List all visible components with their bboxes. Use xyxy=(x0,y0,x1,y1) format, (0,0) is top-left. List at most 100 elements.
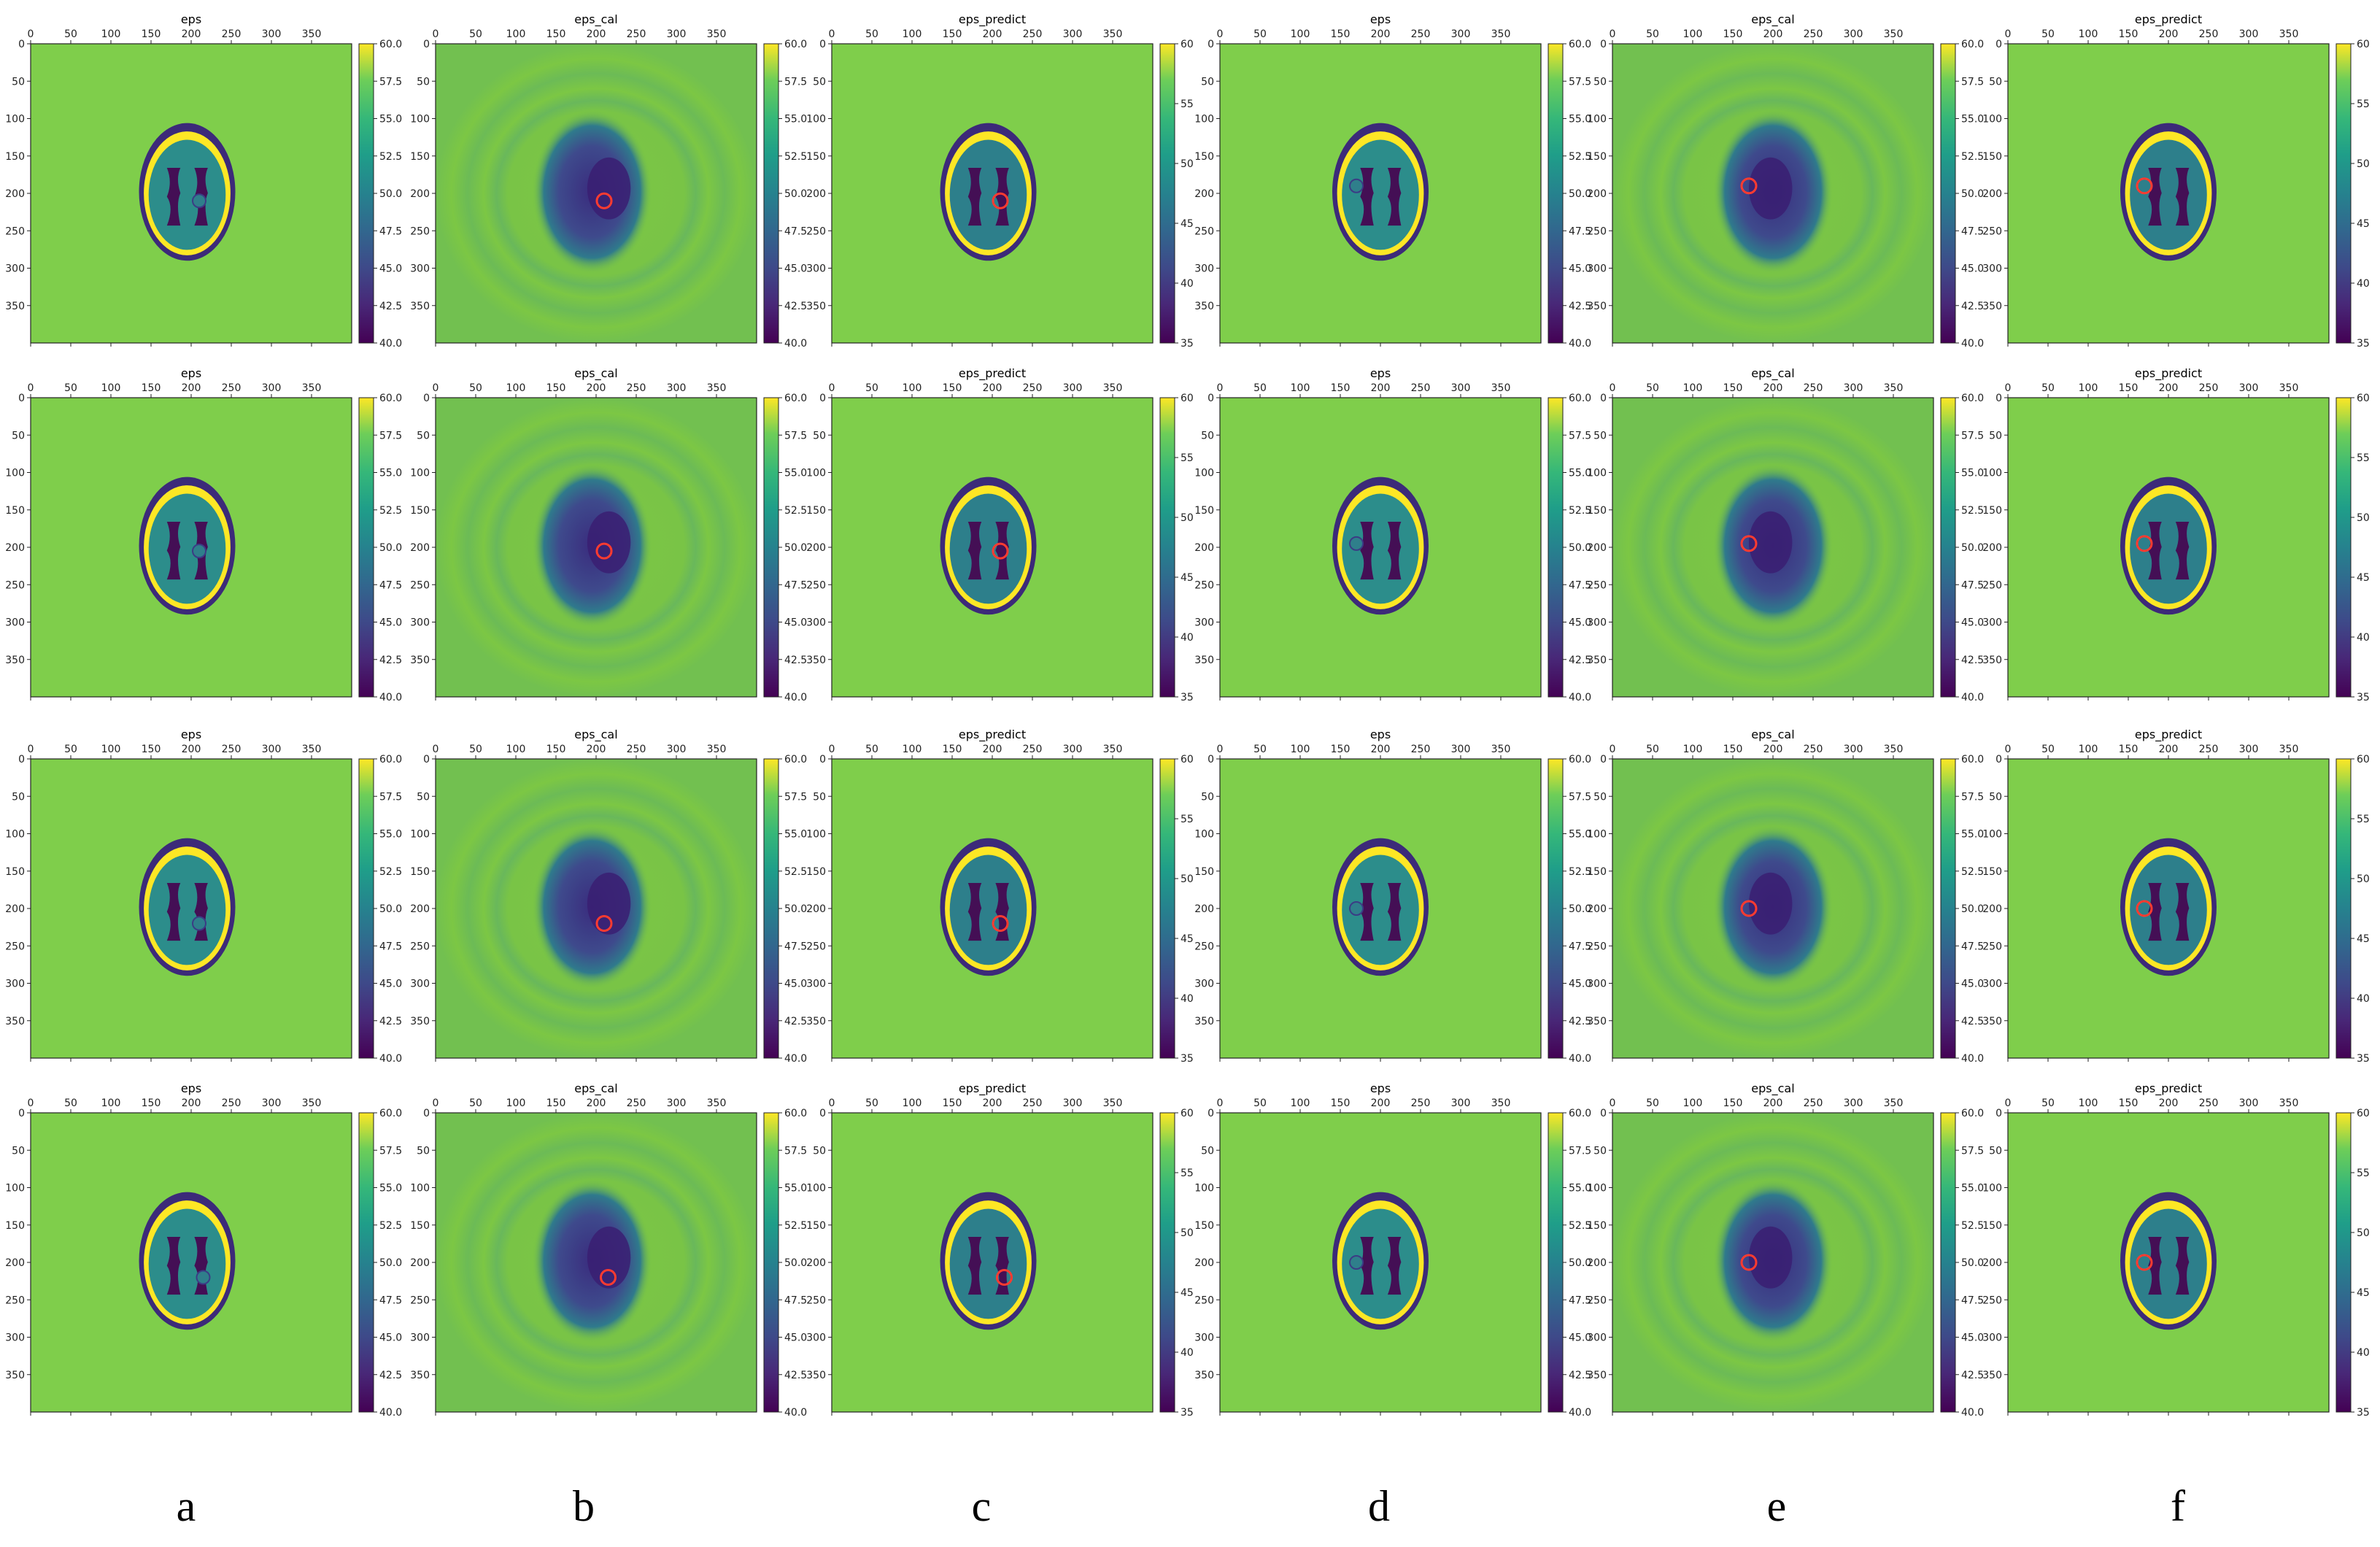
column-label-d: d xyxy=(1368,1482,1390,1530)
colorbar-tick-label: 35 xyxy=(1181,1053,1194,1065)
colorbar-tick-label: 55.0 xyxy=(1569,114,1591,126)
x-tick-label: 50 xyxy=(1646,1097,1659,1109)
y-tick-label: 150 xyxy=(410,1220,430,1232)
y-tick-label: 100 xyxy=(5,114,25,126)
x-tick-label: 50 xyxy=(865,28,878,40)
y-tick-label: 50 xyxy=(1989,1145,2002,1157)
colorbar-tick-label: 50 xyxy=(2357,1227,2370,1239)
colorbar-tick-label: 57.5 xyxy=(1569,76,1591,88)
colorbar-tick-label: 40.0 xyxy=(1961,1407,1984,1419)
y-tick-label: 50 xyxy=(1201,430,1214,441)
x-tick-label: 150 xyxy=(1331,28,1351,40)
y-tick-label: 300 xyxy=(1982,617,2002,629)
y-tick-label: 250 xyxy=(806,1295,826,1306)
brain-tissue xyxy=(148,854,226,965)
tumor-marker xyxy=(1740,535,1758,552)
x-tick-label: 350 xyxy=(2279,28,2299,40)
x-tick-label: 350 xyxy=(302,382,322,394)
colorbar-tick-label: 42.5 xyxy=(1961,1016,1984,1027)
y-tick-label: 200 xyxy=(1587,1257,1607,1269)
x-tick-label: 250 xyxy=(222,744,242,755)
x-tick-label: 50 xyxy=(865,744,878,755)
colorbar-tick-label: 57.5 xyxy=(1961,791,1984,803)
panel-title: eps_predict xyxy=(2135,12,2202,27)
colorbar-tick-label: 40.0 xyxy=(379,1407,402,1419)
colorbar-tick-label: 47.5 xyxy=(1961,579,1984,591)
colorbar-tick-label: 52.5 xyxy=(784,505,807,517)
x-tick-label: 0 xyxy=(2005,744,2012,755)
colorbar-tick-label: 52.5 xyxy=(1961,505,1984,517)
x-tick-label: 250 xyxy=(222,1097,242,1109)
x-tick-label: 100 xyxy=(1291,744,1310,755)
x-tick-label: 100 xyxy=(903,28,922,40)
y-tick-label: 0 xyxy=(1600,39,1607,50)
x-tick-label: 200 xyxy=(2159,744,2179,755)
x-tick-label: 200 xyxy=(182,382,201,394)
colorbar-tick-label: 55.0 xyxy=(1961,468,1984,479)
x-tick-label: 250 xyxy=(1411,28,1431,40)
y-tick-label: 200 xyxy=(806,542,826,554)
y-tick-label: 350 xyxy=(5,1370,25,1381)
y-tick-label: 250 xyxy=(5,579,25,591)
colorbar-tick-label: 50 xyxy=(2357,873,2370,885)
y-tick-label: 50 xyxy=(1593,76,1607,88)
x-tick-label: 250 xyxy=(2199,744,2219,755)
colorbar-tick-label: 42.5 xyxy=(379,1370,402,1381)
y-tick-label: 200 xyxy=(1194,188,1214,200)
x-tick-label: 300 xyxy=(1844,1097,1863,1109)
brain-tissue xyxy=(1342,139,1419,250)
panel-title: eps_cal xyxy=(1751,12,1794,27)
y-tick-label: 350 xyxy=(1587,301,1607,312)
panel-r3-c1: eps_cal 0 50 100 150 200 250 300 350 0 50 100 150 200… xyxy=(410,1081,807,1419)
panel-title: eps xyxy=(181,12,201,26)
panel-title: eps xyxy=(1370,1081,1391,1095)
y-tick-label: 50 xyxy=(12,76,25,88)
y-tick-label: 350 xyxy=(1587,1016,1607,1027)
x-tick-label: 0 xyxy=(829,382,835,394)
x-tick-label: 150 xyxy=(546,28,566,40)
x-tick-label: 250 xyxy=(1023,28,1043,40)
x-tick-label: 250 xyxy=(627,744,646,755)
y-tick-label: 350 xyxy=(5,655,25,666)
x-tick-label: 150 xyxy=(943,744,962,755)
colorbar-tick-label: 52.5 xyxy=(379,151,402,163)
panel-r1-c0: eps 0 50 100 150 200 250 300 350 0 50 100 150 200 250 3… xyxy=(5,366,402,703)
x-tick-label: 50 xyxy=(469,28,482,40)
colorbar-tick-label: 40 xyxy=(1181,1347,1194,1359)
y-tick-label: 100 xyxy=(806,1183,826,1195)
y-tick-label: 150 xyxy=(806,866,826,878)
x-tick-label: 300 xyxy=(1063,382,1083,394)
colorbar-tick-label: 45 xyxy=(2357,933,2370,945)
x-tick-label: 250 xyxy=(2199,1097,2219,1109)
y-tick-label: 300 xyxy=(1194,617,1214,629)
x-tick-label: 0 xyxy=(829,744,835,755)
colorbar-tick-label: 60.0 xyxy=(784,1108,807,1119)
y-tick-label: 50 xyxy=(1989,430,2002,441)
colorbar-tick-label: 55.0 xyxy=(379,829,402,841)
colorbar-tick-label: 52.5 xyxy=(1961,1220,1984,1232)
reconstruction-core xyxy=(1749,157,1793,220)
x-tick-label: 250 xyxy=(1023,744,1043,755)
x-tick-label: 150 xyxy=(1331,382,1351,394)
y-tick-label: 50 xyxy=(1989,791,2002,803)
tumor-inclusion xyxy=(1349,536,1364,551)
x-tick-label: 350 xyxy=(1103,382,1123,394)
panel-r2-c5: eps_predict 0 50 100 150 200 250 300 350 0 50 100 15… xyxy=(1982,728,2370,1065)
x-tick-label: 0 xyxy=(28,28,34,40)
x-tick-label: 200 xyxy=(1763,28,1783,40)
colorbar-tick-label: 45 xyxy=(2357,1287,2370,1299)
colorbar-tick-label: 50.0 xyxy=(379,1257,402,1269)
panel-title: eps_cal xyxy=(574,12,617,27)
colorbar xyxy=(358,397,374,698)
colorbar-tick-label: 47.5 xyxy=(784,941,807,952)
x-tick-label: 200 xyxy=(182,1097,201,1109)
panel-title: eps xyxy=(181,366,201,380)
y-tick-label: 0 xyxy=(423,754,430,765)
tumor-marker xyxy=(2136,1254,2153,1271)
colorbar-tick-label: 57.5 xyxy=(1961,1145,1984,1157)
y-tick-label: 350 xyxy=(410,1016,430,1027)
colorbar-tick-label: 55 xyxy=(2357,814,2370,825)
y-tick-label: 100 xyxy=(5,468,25,479)
colorbar xyxy=(2335,1112,2352,1413)
